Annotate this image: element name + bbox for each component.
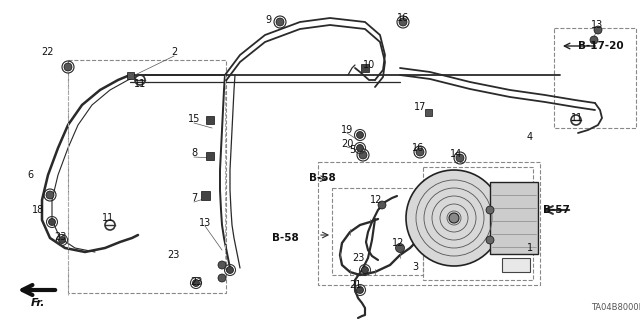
Circle shape [276,18,284,26]
Circle shape [594,26,602,34]
Text: 13: 13 [591,20,603,30]
Text: B-57: B-57 [543,205,570,215]
Circle shape [362,266,369,273]
Text: 2: 2 [171,47,177,57]
Bar [423,167,533,280]
Circle shape [416,148,424,156]
Text: 5: 5 [349,145,355,155]
Bar [332,188,423,275]
Text: B-58: B-58 [308,173,335,183]
Circle shape [486,206,494,214]
Text: 18: 18 [32,205,44,215]
Text: 10: 10 [363,60,375,70]
Text: 11: 11 [571,113,583,123]
Text: 16: 16 [397,13,409,23]
Text: 19: 19 [341,125,353,135]
Text: 20: 20 [341,139,353,149]
Bar [361,64,369,72]
Circle shape [49,219,56,226]
Text: Fr.: Fr. [31,298,45,308]
Circle shape [356,286,364,293]
Text: 13: 13 [199,218,211,228]
Text: 12: 12 [370,195,382,205]
Circle shape [218,261,226,269]
Bar [502,258,530,272]
Bar [200,190,209,199]
Bar [424,108,431,115]
Circle shape [58,236,65,243]
Circle shape [486,236,494,244]
Bar [318,162,540,285]
Bar [490,182,538,254]
Text: 21: 21 [349,280,361,290]
Bar [68,60,226,293]
Bar [127,71,134,78]
Text: 4: 4 [527,132,533,142]
Circle shape [218,274,226,282]
Bar [206,116,214,124]
Circle shape [449,213,459,223]
Text: 23: 23 [352,253,364,263]
Text: 9: 9 [265,15,271,25]
Text: 11: 11 [134,79,146,89]
Text: 7: 7 [191,193,197,203]
Text: 15: 15 [188,114,200,124]
Text: 11: 11 [102,213,114,223]
Bar [554,28,636,128]
Circle shape [399,18,407,26]
Circle shape [64,63,72,71]
Text: 22: 22 [42,47,54,57]
Circle shape [193,279,200,286]
Circle shape [356,131,364,138]
Circle shape [396,243,404,253]
Text: B-17-20: B-17-20 [578,41,624,51]
Circle shape [227,266,234,273]
Text: 8: 8 [191,148,197,158]
Text: 14: 14 [450,149,462,159]
Text: 23: 23 [167,250,179,260]
Text: 6: 6 [27,170,33,180]
Circle shape [356,145,364,152]
Text: 12: 12 [392,238,404,248]
Text: TA04B8000B: TA04B8000B [591,303,640,313]
Text: 3: 3 [412,262,418,272]
Text: 17: 17 [414,102,426,112]
Circle shape [590,36,598,44]
Bar [206,152,214,160]
Text: 23: 23 [54,232,66,242]
Circle shape [378,201,386,209]
Circle shape [406,170,502,266]
Circle shape [359,151,367,159]
Text: 23: 23 [190,277,202,287]
Text: 16: 16 [412,143,424,153]
Circle shape [46,191,54,199]
Text: 1: 1 [527,243,533,253]
Circle shape [456,154,464,162]
Text: B-58: B-58 [271,233,298,243]
